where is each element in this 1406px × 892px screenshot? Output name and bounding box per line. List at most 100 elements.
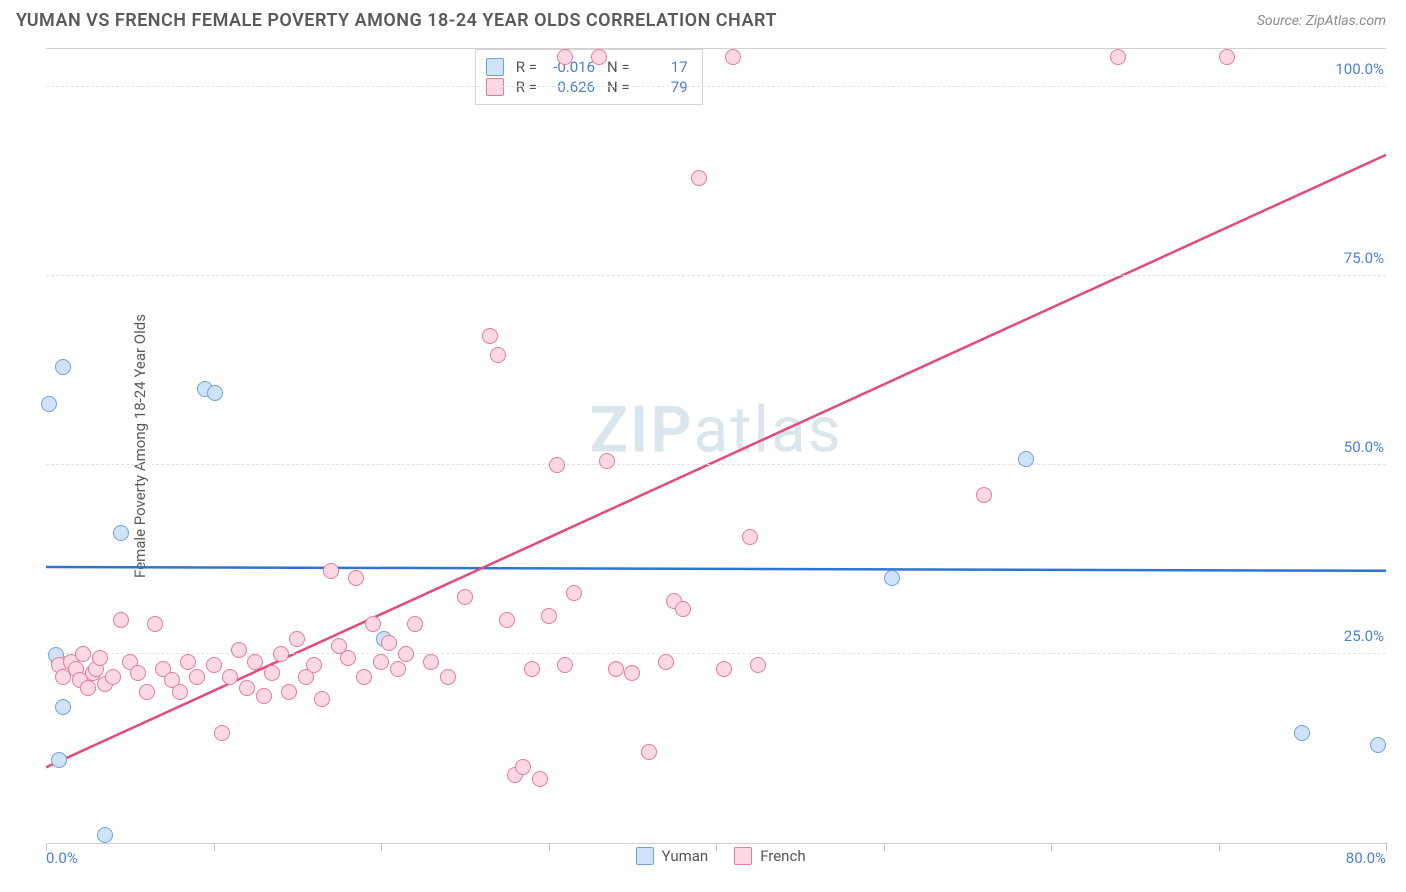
chart-container: YUMAN VS FRENCH FEMALE POVERTY AMONG 18-… xyxy=(0,0,1406,892)
data-point xyxy=(113,525,129,541)
r-label: R = xyxy=(516,78,537,96)
data-point xyxy=(314,691,330,707)
data-point xyxy=(1018,451,1034,467)
data-point xyxy=(549,457,565,473)
data-point xyxy=(1370,737,1386,753)
data-point xyxy=(499,612,515,628)
data-point xyxy=(222,669,238,685)
data-point xyxy=(490,347,506,363)
data-point xyxy=(482,328,498,344)
x-tick xyxy=(716,843,717,851)
data-point xyxy=(742,529,758,545)
data-point xyxy=(113,612,129,628)
data-point xyxy=(457,589,473,605)
swatch-french xyxy=(486,78,504,96)
legend-label-yuman: Yuman xyxy=(662,847,709,865)
watermark: ZIPatlas xyxy=(589,393,842,468)
data-point xyxy=(557,49,573,65)
data-point xyxy=(591,49,607,65)
data-point xyxy=(398,646,414,662)
data-point xyxy=(273,646,289,662)
legend-swatch-yuman xyxy=(636,847,654,865)
data-point xyxy=(365,616,381,632)
n-value-yuman: 17 xyxy=(640,58,688,76)
data-point xyxy=(356,669,372,685)
correlation-stats-box: R = -0.016 N = 17 R = 0.626 N = 79 xyxy=(475,49,703,105)
legend-label-french: French xyxy=(760,847,805,865)
x-tick xyxy=(381,843,382,851)
y-tick-label: 50.0% xyxy=(1344,438,1388,456)
data-point xyxy=(624,665,640,681)
trendline xyxy=(46,155,1386,768)
data-point xyxy=(239,680,255,696)
trendline xyxy=(46,567,1386,571)
r-value-french: 0.626 xyxy=(547,78,595,96)
data-point xyxy=(373,654,389,670)
x-tick-label: 80.0% xyxy=(1346,849,1386,867)
n-label: N = xyxy=(607,78,630,96)
data-point xyxy=(884,570,900,586)
x-tick xyxy=(884,843,885,851)
data-point xyxy=(55,359,71,375)
x-tick xyxy=(549,843,550,851)
data-point xyxy=(390,661,406,677)
data-point xyxy=(641,744,657,760)
data-point xyxy=(440,669,456,685)
x-tick xyxy=(1219,843,1220,851)
data-point xyxy=(691,170,707,186)
data-point xyxy=(97,827,113,843)
y-tick-label: 25.0% xyxy=(1344,627,1388,645)
data-point xyxy=(599,453,615,469)
n-label: N = xyxy=(607,58,630,76)
data-point xyxy=(716,661,732,677)
data-point xyxy=(55,699,71,715)
data-point xyxy=(264,665,280,681)
data-point xyxy=(147,616,163,632)
legend-item-yuman: Yuman xyxy=(636,847,709,865)
data-point xyxy=(658,654,674,670)
source-attribution: Source: ZipAtlas.com xyxy=(1257,13,1386,29)
data-point xyxy=(532,771,548,787)
data-point xyxy=(407,616,423,632)
data-point xyxy=(256,688,272,704)
data-point xyxy=(105,669,121,685)
title-row: YUMAN VS FRENCH FEMALE POVERTY AMONG 18-… xyxy=(0,0,1406,37)
y-tick-label: 100.0% xyxy=(1335,60,1388,78)
data-point xyxy=(423,654,439,670)
x-tick-label: 0.0% xyxy=(46,849,78,867)
data-point xyxy=(750,657,766,673)
gridline xyxy=(46,86,1386,87)
data-point xyxy=(51,752,67,768)
data-point xyxy=(976,487,992,503)
data-point xyxy=(1294,725,1310,741)
x-tick xyxy=(1051,843,1052,851)
data-point xyxy=(608,661,624,677)
x-tick xyxy=(1386,843,1387,851)
data-point xyxy=(675,601,691,617)
data-point xyxy=(207,385,223,401)
data-point xyxy=(180,654,196,670)
data-point xyxy=(41,396,57,412)
data-point xyxy=(289,631,305,647)
trend-lines xyxy=(46,49,1386,843)
data-point xyxy=(130,665,146,681)
plot-area: ZIPatlas R = -0.016 N = 17 R = 0.626 N =… xyxy=(46,48,1386,844)
data-point xyxy=(231,642,247,658)
swatch-yuman xyxy=(486,58,504,76)
r-label: R = xyxy=(516,58,537,76)
data-point xyxy=(139,684,155,700)
data-point xyxy=(557,657,573,673)
data-point xyxy=(515,759,531,775)
stats-row-yuman: R = -0.016 N = 17 xyxy=(486,58,688,76)
data-point xyxy=(524,661,540,677)
y-tick-label: 75.0% xyxy=(1344,249,1388,267)
stats-row-french: R = 0.626 N = 79 xyxy=(486,78,688,96)
legend-swatch-french xyxy=(734,847,752,865)
data-point xyxy=(323,563,339,579)
data-point xyxy=(1110,49,1126,65)
data-point xyxy=(541,608,557,624)
data-point xyxy=(189,669,205,685)
data-point xyxy=(725,49,741,65)
chart-title: YUMAN VS FRENCH FEMALE POVERTY AMONG 18-… xyxy=(16,10,777,31)
data-point xyxy=(381,635,397,651)
